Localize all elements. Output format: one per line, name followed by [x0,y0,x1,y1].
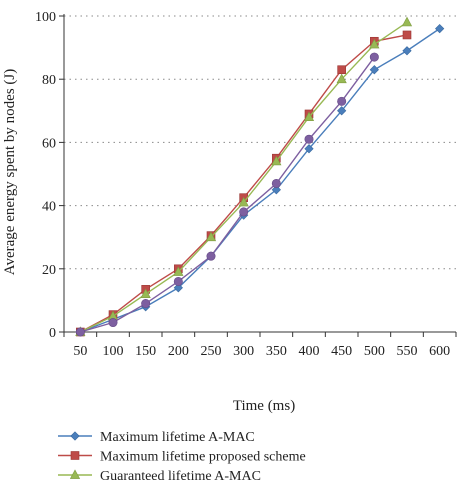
data-point [173,276,183,286]
x-axis-title: Time (ms) [233,398,295,414]
data-point [401,16,413,27]
gridlines [64,15,456,270]
y-tick-label: 40 [42,200,56,215]
x-tick-label: 450 [331,344,352,359]
data-point [173,283,183,293]
series-2 [76,30,412,337]
x-tick-label: 600 [429,344,450,359]
series-line [80,21,408,333]
y-tick-label: 20 [42,263,56,278]
data-point [402,46,412,56]
data-point [369,38,380,49]
data-point [75,327,85,337]
x-tick-label: 400 [299,344,320,359]
data-point [173,266,184,276]
data-point [271,185,281,195]
x-tick-label: 150 [135,344,156,359]
y-axis-title: Average energy spent by nodes (J) [2,69,18,275]
data-point [336,73,347,84]
data-point [402,30,412,40]
x-tick-label: 250 [201,344,222,359]
legend-label: Guaranteed lifetime A-MAC [100,469,261,481]
axes [59,14,457,337]
series-1 [75,24,445,337]
legend-swatch-marker [69,469,81,479]
data-point [337,106,347,116]
legend-swatch-marker [70,451,80,460]
data-point [140,288,151,298]
series-4 [75,52,379,337]
legend-label: Maximum lifetime proposed scheme [100,450,306,465]
data-point [304,144,314,154]
y-tick-label: 0 [49,326,56,341]
data-point [141,299,151,309]
y-tick-label: 80 [42,73,56,88]
data-point [337,65,346,75]
data-point [271,178,281,188]
x-tick-label: 200 [168,344,189,359]
legend-item: Guaranteed lifetime A-MAC [58,469,261,481]
x-tick-label: 350 [266,344,287,359]
data-point [205,231,217,242]
data-point [238,196,249,207]
data-point [239,207,249,217]
series-3 [75,16,413,336]
series-lines [75,16,445,337]
x-tick-label: 500 [364,344,385,359]
data-point [206,251,216,261]
y-tick-labels: 0 20 40 60 80 100 [35,10,56,341]
data-point [369,52,379,62]
x-tick-label: 100 [103,344,124,359]
x-tick-label: 550 [397,344,418,359]
x-tick-label: 300 [233,344,254,359]
data-point [337,96,347,106]
legend: Maximum lifetime A-MAC Maximum lifetime p… [58,430,306,481]
data-point [304,134,314,144]
series-line [80,56,375,333]
legend-label: Maximum lifetime A-MAC [100,430,255,445]
series-line [80,28,441,333]
y-tick-label: 100 [35,10,56,25]
x-tick-label: 50 [73,344,87,359]
data-point [369,65,379,75]
y-tick-label: 60 [42,136,56,151]
data-point [108,318,118,328]
legend-item: Maximum lifetime A-MAC [58,430,255,445]
legend-swatch-marker [70,431,80,441]
data-point [303,111,315,122]
data-point [271,155,282,166]
x-tick-labels: 50 100 150 200 250 300 350 400 450 500 550 600 [73,344,450,359]
legend-item: Maximum lifetime proposed scheme [58,450,306,465]
data-point [435,24,445,34]
